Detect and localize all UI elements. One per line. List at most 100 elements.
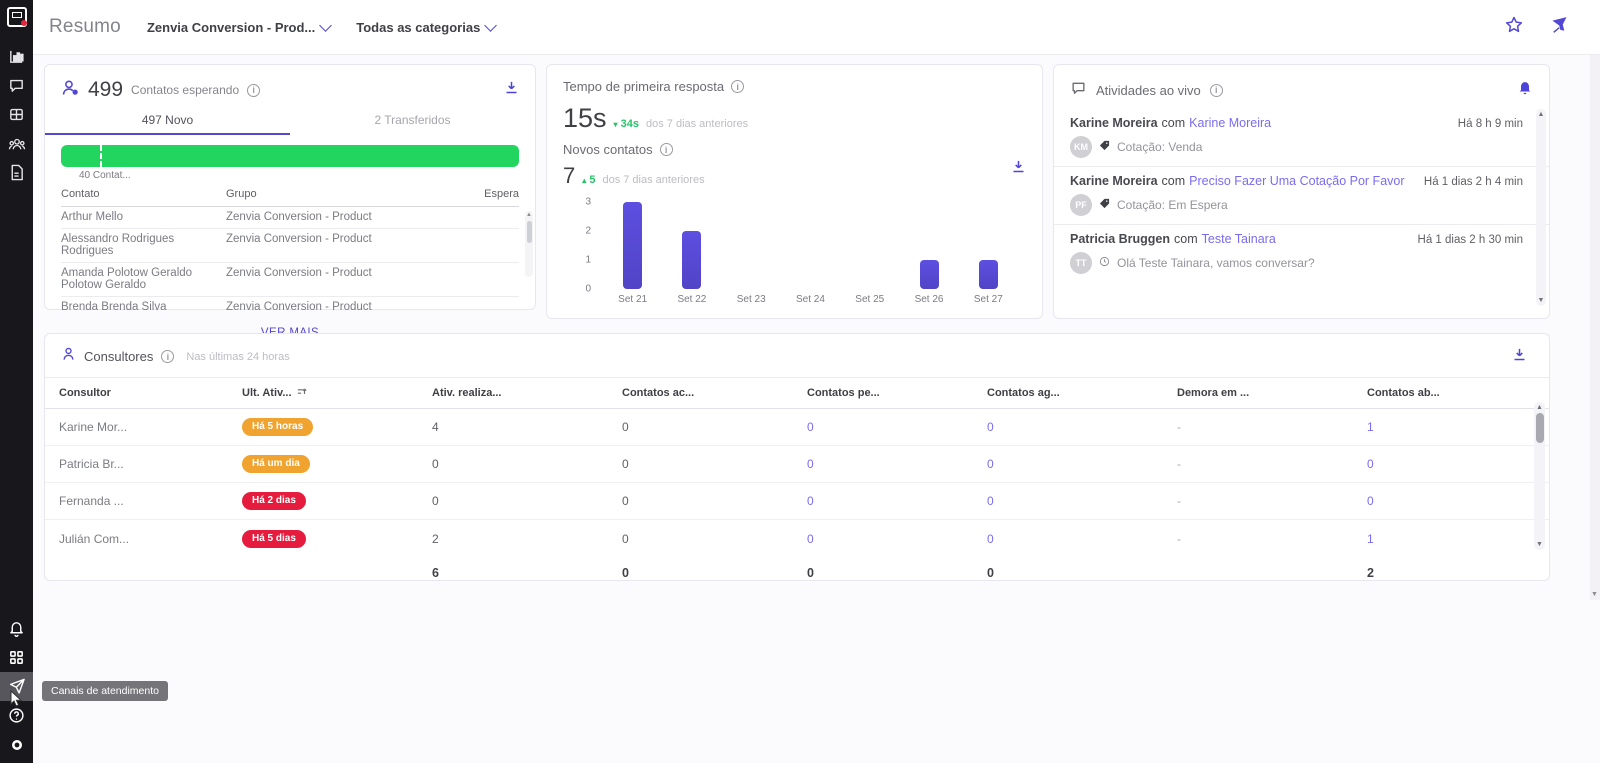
new-contacts-delta: ▴ 5	[582, 174, 596, 186]
sidebar-item-chats[interactable]	[0, 71, 33, 100]
avatar: PF	[1070, 194, 1092, 216]
col-contatos-pe[interactable]: Contatos pe...	[807, 387, 880, 399]
contact-group: Zenvia Conversion - Product	[226, 233, 372, 245]
new-contacts-value: 7	[563, 163, 576, 188]
consultant-name: Fernanda ...	[59, 494, 124, 508]
consultant-row[interactable]: Julián Com... Há 5 dias 2 0 0 0 - 1	[59, 529, 1374, 548]
chart-bar-slot	[781, 193, 840, 289]
tab-transferidos[interactable]: 2 Transferidos	[374, 113, 451, 127]
chart-bar	[919, 259, 939, 289]
help-icon	[8, 707, 25, 724]
avatar: TT	[1070, 252, 1092, 274]
consultant-row[interactable]: Fernanda ... Há 2 dias 0 0 0 0 - 0	[45, 483, 1549, 520]
clock-icon	[1099, 254, 1110, 272]
chart-x-label: Set 23	[736, 294, 766, 305]
live-activities-card: Atividades ao vivo i Karine Moreira com …	[1053, 64, 1550, 319]
total-ag: 0	[987, 566, 994, 580]
chart-x-axis: Set 21 Set 22 Set 23 Set 24 Set 25 Set 26 Set …	[603, 294, 1018, 305]
consultants-totals-row: 6 0 0 0 2	[45, 557, 1549, 589]
download-icon[interactable]	[504, 80, 519, 100]
sidebar	[0, 0, 33, 763]
col-ult-ativ[interactable]: Ult. Ativ...	[242, 387, 432, 399]
bell-icon	[8, 620, 25, 637]
progress-marker-label: 40 Contat...	[79, 170, 131, 181]
waiting-count: 499	[88, 78, 124, 101]
info-icon[interactable]: i	[731, 80, 745, 93]
activity-item[interactable]: Karine Moreira com Karine Moreira Há 8 h…	[1054, 109, 1549, 166]
tab-novo[interactable]: 497 Novo	[45, 108, 290, 135]
consultants-card: Consultores i Nas últimas 24 horas Consu…	[44, 333, 1550, 581]
waiting-tabs: 497 Novo 2 Transferidos	[45, 108, 535, 135]
chart-x-label: Set 25	[855, 294, 885, 305]
activity-agent: Karine Moreira	[1070, 116, 1158, 130]
chart-bar-slot	[959, 193, 1018, 289]
chart-x-label: Set 27	[973, 294, 1003, 305]
bar-chart-plot	[603, 193, 1018, 289]
consultant-row[interactable]: Karine Mor... Há 5 horas 4 0 0 0 - 1	[45, 409, 1549, 446]
send-channels-icon	[8, 678, 26, 695]
table-row[interactable]: Arthur Mello Zenvia Conversion - Product	[61, 207, 519, 229]
activities-scrollbar[interactable]: ▲ ▼	[1536, 109, 1546, 306]
table-row[interactable]: Alessandro Rodrigues Rodrigues Zenvia Co…	[61, 229, 519, 263]
sidebar-item-documents[interactable]	[0, 158, 33, 187]
favorite-star-icon[interactable]	[1504, 15, 1524, 40]
response-value: 15s	[563, 103, 607, 133]
filter-icon[interactable]	[1550, 15, 1572, 40]
list-scrollbar[interactable]: ▲	[525, 211, 533, 277]
sidebar-item-reports[interactable]	[0, 42, 33, 71]
sidebar-item-board[interactable]	[0, 100, 33, 129]
chart-bar-slot	[662, 193, 721, 289]
apps-grid-icon	[8, 649, 25, 666]
col-contatos-ag[interactable]: Contatos ag...	[987, 387, 1060, 399]
consultants-scrollbar[interactable]: ▲ ▼	[1534, 402, 1545, 550]
category-dropdown[interactable]: Todas as categorias	[356, 18, 498, 35]
chat-icon	[8, 77, 25, 94]
account-dropdown-value: Zenvia Conversion - Prod...	[146, 19, 316, 35]
chart-y-tick: 3	[585, 196, 591, 208]
activity-detail: Olá Teste Tainara, vamos conversar?	[1117, 256, 1315, 270]
table-row[interactable]: Brenda Brenda Silva Zenvia Conversion - …	[61, 297, 519, 318]
sort-icon	[297, 387, 307, 399]
activity-contact-link[interactable]: Karine Moreira	[1189, 116, 1272, 130]
activity-contact-link[interactable]: Teste Tainara	[1201, 232, 1276, 246]
col-consultor[interactable]: Consultor	[59, 387, 111, 399]
download-icon[interactable]	[1512, 347, 1527, 367]
col-contato: Contato	[61, 188, 100, 200]
waiting-progress-bar	[61, 145, 519, 167]
sidebar-item-team[interactable]	[0, 129, 33, 158]
sidebar-item-status[interactable]	[0, 730, 33, 759]
app-logo[interactable]	[0, 0, 33, 34]
person-icon	[61, 346, 76, 367]
info-icon[interactable]: i	[1209, 83, 1223, 97]
activity-item[interactable]: Karine Moreira com Preciso Fazer Uma Cot…	[1054, 166, 1549, 224]
contact-group: Zenvia Conversion - Product	[226, 267, 372, 279]
last-activity-badge: Há 5 horas	[242, 418, 314, 436]
info-icon[interactable]: i	[247, 83, 261, 97]
sidebar-item-notifications[interactable]	[0, 614, 33, 643]
col-demora[interactable]: Demora em ...	[1177, 387, 1250, 399]
info-icon[interactable]: i	[659, 143, 673, 156]
info-icon[interactable]: i	[161, 350, 175, 363]
download-icon[interactable]	[1011, 159, 1026, 179]
sidebar-item-help[interactable]	[0, 701, 33, 730]
page-scrollbar[interactable]: ▼	[1590, 55, 1600, 600]
notifications-bell-icon[interactable]	[1517, 79, 1533, 101]
new-contacts-delta-note: dos 7 dias anteriores	[602, 174, 705, 186]
consultants-subtitle: Nas últimas 24 horas	[186, 350, 290, 363]
activity-item[interactable]: Patricia Bruggen com Teste Tainara Há 1 …	[1054, 224, 1549, 282]
page-title: Resumo	[49, 16, 121, 37]
col-ativ-realiza[interactable]: Ativ. realiza...	[432, 387, 502, 399]
mouse-cursor	[10, 689, 24, 713]
consultant-row[interactable]: Patricia Br... Há um dia 0 0 0 0 - 0	[45, 446, 1549, 483]
bar-chart-icon	[8, 48, 25, 65]
status-dot-icon	[11, 739, 23, 751]
activity-contact-link[interactable]: Preciso Fazer Uma Cotação Por Favor	[1189, 174, 1405, 188]
col-contatos-ab[interactable]: Contatos ab...	[1367, 387, 1440, 399]
chat-bubble-icon	[1070, 80, 1087, 101]
account-dropdown[interactable]: Zenvia Conversion - Prod...	[146, 18, 333, 35]
sidebar-item-apps[interactable]	[0, 643, 33, 672]
col-contatos-ac[interactable]: Contatos ac...	[622, 387, 695, 399]
waiting-table: Contato Grupo Espera Arthur Mello Zenvia…	[45, 181, 535, 318]
table-row[interactable]: Amanda Polotow Geraldo Polotow Geraldo Z…	[61, 263, 519, 297]
